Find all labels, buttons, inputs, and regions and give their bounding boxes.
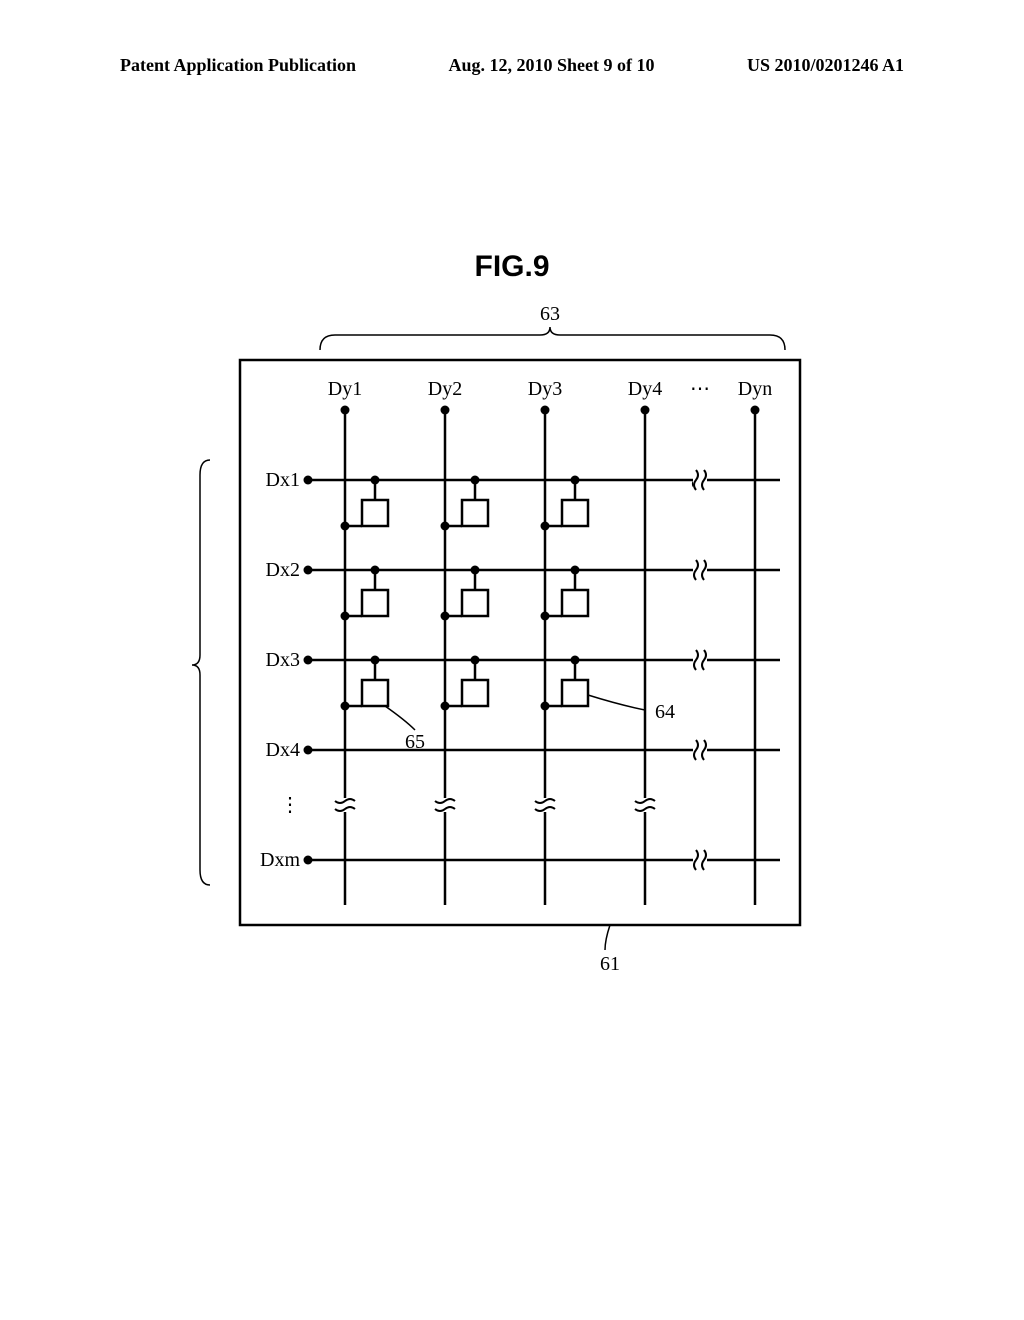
col-label-dy3: Dy3	[528, 378, 562, 400]
hbreak-mark	[693, 469, 707, 491]
matrix-diagram: 63 62 Dy1 Dy2 Dy3 Dy4 ⋯ Dyn Dx1 Dx2 Dx3 …	[190, 290, 830, 990]
ref-64: 64	[655, 701, 675, 723]
header-right: US 2010/0201246 A1	[747, 55, 904, 76]
row-label-dots: ⋮	[280, 794, 300, 816]
col-label-dots: ⋯	[690, 378, 710, 400]
element-1-3	[541, 476, 589, 531]
header-left: Patent Application Publication	[120, 55, 356, 76]
ref-65-leader	[385, 706, 415, 730]
ref-65: 65	[405, 731, 425, 753]
diagram-container: 63 62 Dy1 Dy2 Dy3 Dy4 ⋯ Dyn Dx1 Dx2 Dx3 …	[190, 290, 830, 990]
row-label-dx1: Dx1	[266, 469, 300, 491]
ref-63: 63	[540, 303, 560, 325]
hbreak-mark	[693, 849, 707, 871]
element-3-3	[541, 656, 589, 711]
element-3-2	[441, 656, 489, 711]
element-2-2	[441, 566, 489, 621]
ref-61-leader	[605, 925, 610, 950]
figure-title: FIG.9	[474, 250, 549, 284]
vbreak-mark	[534, 798, 556, 812]
ref-61: 61	[600, 953, 620, 975]
row-label-dx3: Dx3	[266, 649, 300, 671]
element-2-3	[541, 566, 589, 621]
bracket-top	[320, 327, 785, 350]
header-center: Aug. 12, 2010 Sheet 9 of 10	[449, 55, 655, 76]
element-3-1	[341, 656, 389, 711]
row-label-dx2: Dx2	[266, 559, 300, 581]
vbreak-mark	[634, 798, 656, 812]
outer-box	[240, 360, 800, 925]
col-label-dy4: Dy4	[628, 378, 662, 400]
col-label-dy1: Dy1	[328, 378, 362, 400]
element-1-2	[441, 476, 489, 531]
hbreak-mark	[693, 739, 707, 761]
row-label-dxm: Dxm	[260, 849, 300, 871]
row-label-dx4: Dx4	[266, 739, 300, 761]
element-1-1	[341, 476, 389, 531]
ref-64-leader	[588, 695, 645, 710]
page-header: Patent Application Publication Aug. 12, …	[0, 55, 1024, 76]
vbreak-mark	[434, 798, 456, 812]
bracket-left	[192, 460, 210, 885]
col-label-dy2: Dy2	[428, 378, 462, 400]
vbreak-mark	[334, 798, 356, 812]
hbreak-mark	[693, 559, 707, 581]
col-label-dyn: Dyn	[738, 378, 772, 400]
hbreak-mark	[693, 649, 707, 671]
element-2-1	[341, 566, 389, 621]
